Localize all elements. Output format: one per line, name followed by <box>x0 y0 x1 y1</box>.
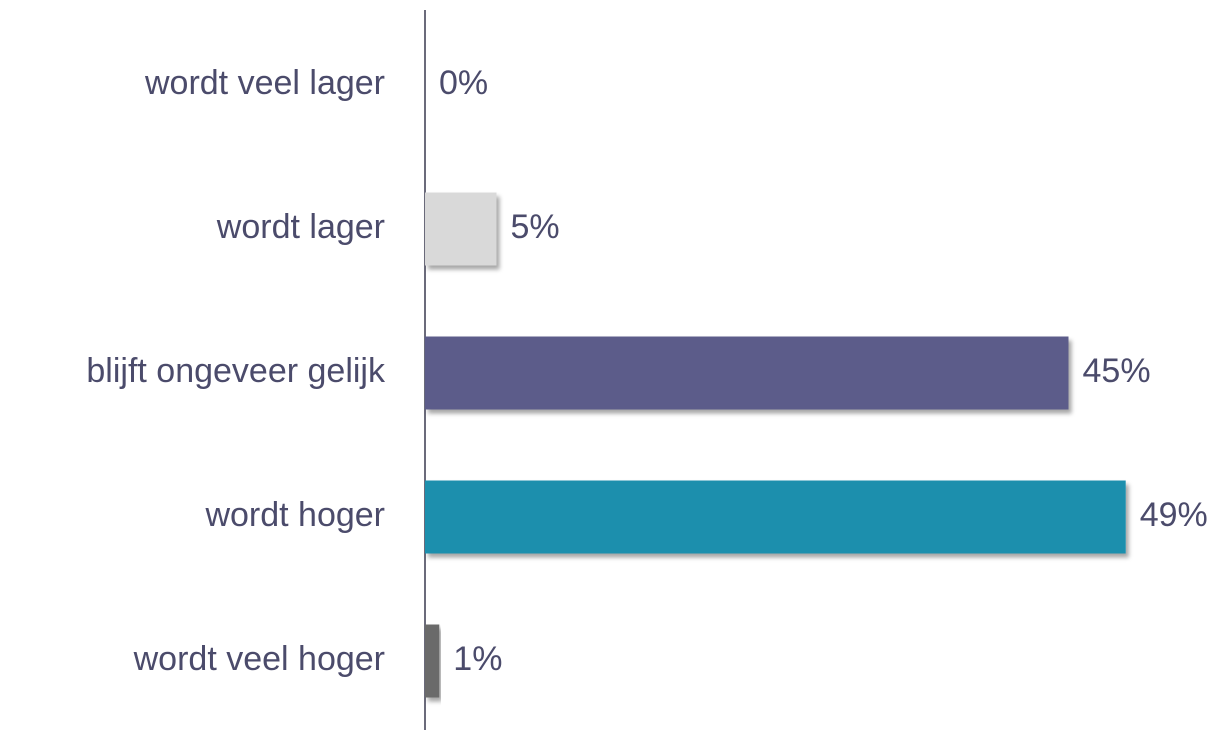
bar <box>425 192 497 266</box>
bar <box>425 624 440 698</box>
category-label: wordt lager <box>216 208 385 246</box>
bar <box>425 336 1069 410</box>
category-label: wordt veel lager <box>144 64 385 102</box>
value-label: 0% <box>439 64 488 102</box>
value-label: 45% <box>1083 352 1151 390</box>
value-label: 5% <box>511 208 560 246</box>
value-label: 1% <box>453 640 502 678</box>
value-label: 49% <box>1140 496 1208 534</box>
category-label: wordt hoger <box>204 496 385 534</box>
category-label: blijft ongeveer gelijk <box>86 352 386 390</box>
bar <box>425 480 1126 554</box>
category-label: wordt veel hoger <box>133 640 385 678</box>
